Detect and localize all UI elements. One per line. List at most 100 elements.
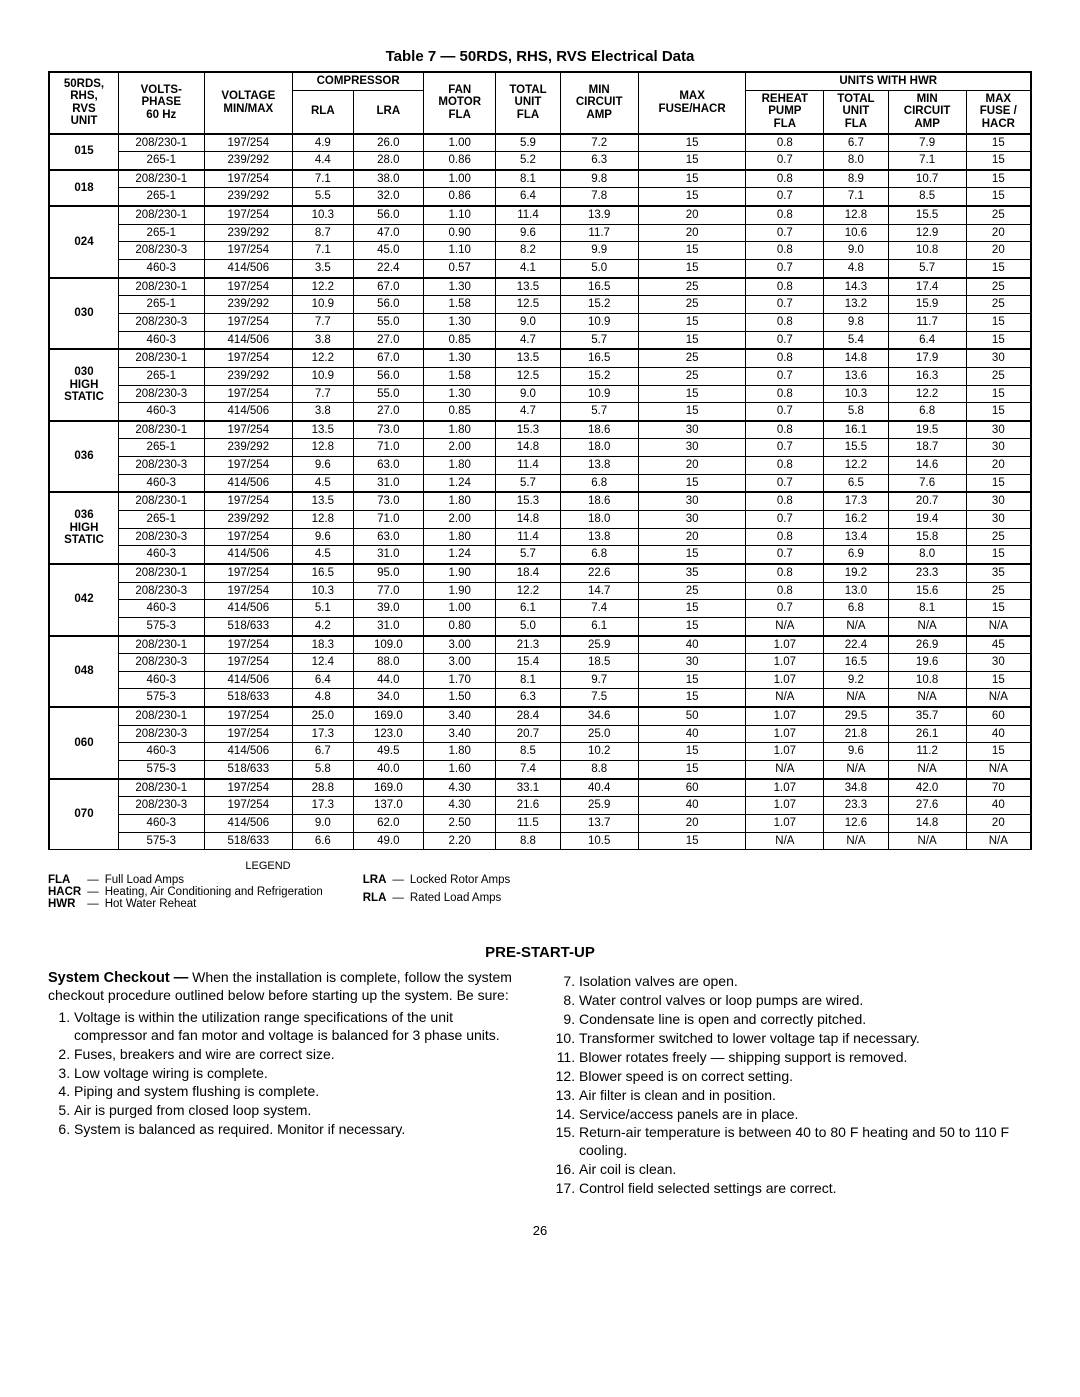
- cell: 25.9: [560, 636, 638, 654]
- cell: 460-3: [119, 474, 205, 492]
- cell: 414/506: [204, 600, 293, 618]
- cell: 34.8: [824, 779, 888, 797]
- cell: 23.3: [824, 797, 888, 815]
- cell: 109.0: [353, 636, 424, 654]
- legend: LEGEND FLA—Full Load AmpsHACR—Heating, A…: [48, 860, 1032, 910]
- cell: 3.40: [424, 707, 496, 725]
- cell: 9.8: [560, 170, 638, 188]
- cell: 0.7: [746, 474, 824, 492]
- cell: N/A: [966, 760, 1031, 778]
- cell: 16.3: [888, 367, 966, 385]
- cell: 575-3: [119, 689, 205, 707]
- cell: 4.8: [824, 260, 888, 278]
- cell: 208/230-3: [119, 242, 205, 260]
- cell: 1.07: [746, 779, 824, 797]
- cell: 18.0: [560, 439, 638, 457]
- cell: 10.3: [824, 385, 888, 403]
- cell: 40: [966, 797, 1031, 815]
- cell: N/A: [824, 760, 888, 778]
- cell: 11.5: [496, 814, 560, 832]
- cell: 518/633: [204, 689, 293, 707]
- cell: 27.0: [353, 403, 424, 421]
- cell: 4.9: [293, 134, 353, 152]
- cell: 26.0: [353, 134, 424, 152]
- cell: 7.5: [560, 689, 638, 707]
- cell: 15: [638, 743, 746, 761]
- cell: 15.9: [888, 296, 966, 314]
- cell: 208/230-1: [119, 564, 205, 582]
- cell: 0.8: [746, 242, 824, 260]
- cell: N/A: [824, 617, 888, 635]
- unit-name: 042: [49, 564, 119, 636]
- cell: 15: [966, 188, 1031, 206]
- cell: 67.0: [353, 349, 424, 367]
- cell: 15: [966, 385, 1031, 403]
- cell: 17.9: [888, 349, 966, 367]
- cell: 8.1: [496, 671, 560, 689]
- cell: 56.0: [353, 367, 424, 385]
- cell: 8.5: [496, 743, 560, 761]
- cell: 1.07: [746, 636, 824, 654]
- cell: 0.86: [424, 152, 496, 170]
- table-row: 265-1239/29210.956.01.5812.515.2250.713.…: [49, 367, 1031, 385]
- table-row: 575-3518/6335.840.01.607.48.815N/AN/AN/A…: [49, 760, 1031, 778]
- table-row: 024208/230-1197/25410.356.01.1011.413.92…: [49, 206, 1031, 224]
- cell: 10.9: [560, 385, 638, 403]
- table-row: 208/230-3197/2547.755.01.309.010.9150.81…: [49, 385, 1031, 403]
- table-row: 018208/230-1197/2547.138.01.008.19.8150.…: [49, 170, 1031, 188]
- table-row: 030HIGHSTATIC208/230-1197/25412.267.01.3…: [49, 349, 1031, 367]
- cell: 7.9: [888, 134, 966, 152]
- cell: 7.1: [888, 152, 966, 170]
- cell: 5.7: [496, 546, 560, 564]
- cell: 208/230-1: [119, 206, 205, 224]
- cell: 14.8: [496, 511, 560, 529]
- cell: 10.9: [293, 367, 353, 385]
- table-row: 460-3414/5066.444.01.708.19.7151.079.210…: [49, 671, 1031, 689]
- cell: 71.0: [353, 511, 424, 529]
- table-row: 208/230-3197/2549.663.01.8011.413.8200.8…: [49, 457, 1031, 475]
- cell: 0.85: [424, 331, 496, 349]
- legend-def: Rated Load Amps: [410, 892, 510, 910]
- cell: 197/254: [204, 582, 293, 600]
- cell: 208/230-3: [119, 457, 205, 475]
- cell: 575-3: [119, 832, 205, 850]
- cell: 197/254: [204, 564, 293, 582]
- table-row: 208/230-3197/25417.3137.04.3021.625.9401…: [49, 797, 1031, 815]
- cell: 16.5: [560, 278, 638, 296]
- cell: 9.6: [293, 457, 353, 475]
- cell: 13.9: [560, 206, 638, 224]
- cell: 55.0: [353, 385, 424, 403]
- cell: 7.1: [824, 188, 888, 206]
- cell: 6.1: [496, 600, 560, 618]
- cell: 6.1: [560, 617, 638, 635]
- cell: 17.3: [293, 725, 353, 743]
- cell: 460-3: [119, 671, 205, 689]
- cell: 6.7: [293, 743, 353, 761]
- cell: 208/230-3: [119, 725, 205, 743]
- cell: 460-3: [119, 600, 205, 618]
- cell: 20: [638, 814, 746, 832]
- list-item: Air coil is clean.: [579, 1161, 1032, 1179]
- list-item: Service/access panels are in place.: [579, 1106, 1032, 1124]
- cell: 1.58: [424, 367, 496, 385]
- cell: 1.80: [424, 528, 496, 546]
- cell: 197/254: [204, 492, 293, 510]
- cell: 28.4: [496, 707, 560, 725]
- cell: 12.9: [888, 224, 966, 242]
- cell: 0.8: [746, 582, 824, 600]
- cell: 2.00: [424, 511, 496, 529]
- cell: 197/254: [204, 206, 293, 224]
- cell: 13.5: [496, 278, 560, 296]
- cell: 137.0: [353, 797, 424, 815]
- list-item: Water control valves or loop pumps are w…: [579, 992, 1032, 1010]
- cell: 6.8: [888, 403, 966, 421]
- cell: 60: [638, 779, 746, 797]
- cell: 0.7: [746, 260, 824, 278]
- cell: 62.0: [353, 814, 424, 832]
- cell: 7.6: [888, 474, 966, 492]
- cell: 60: [966, 707, 1031, 725]
- hdr-reheat: REHEATPUMPFLA: [746, 90, 824, 133]
- legend-dash: —: [87, 886, 105, 898]
- cell: 20.7: [888, 492, 966, 510]
- cell: 21.3: [496, 636, 560, 654]
